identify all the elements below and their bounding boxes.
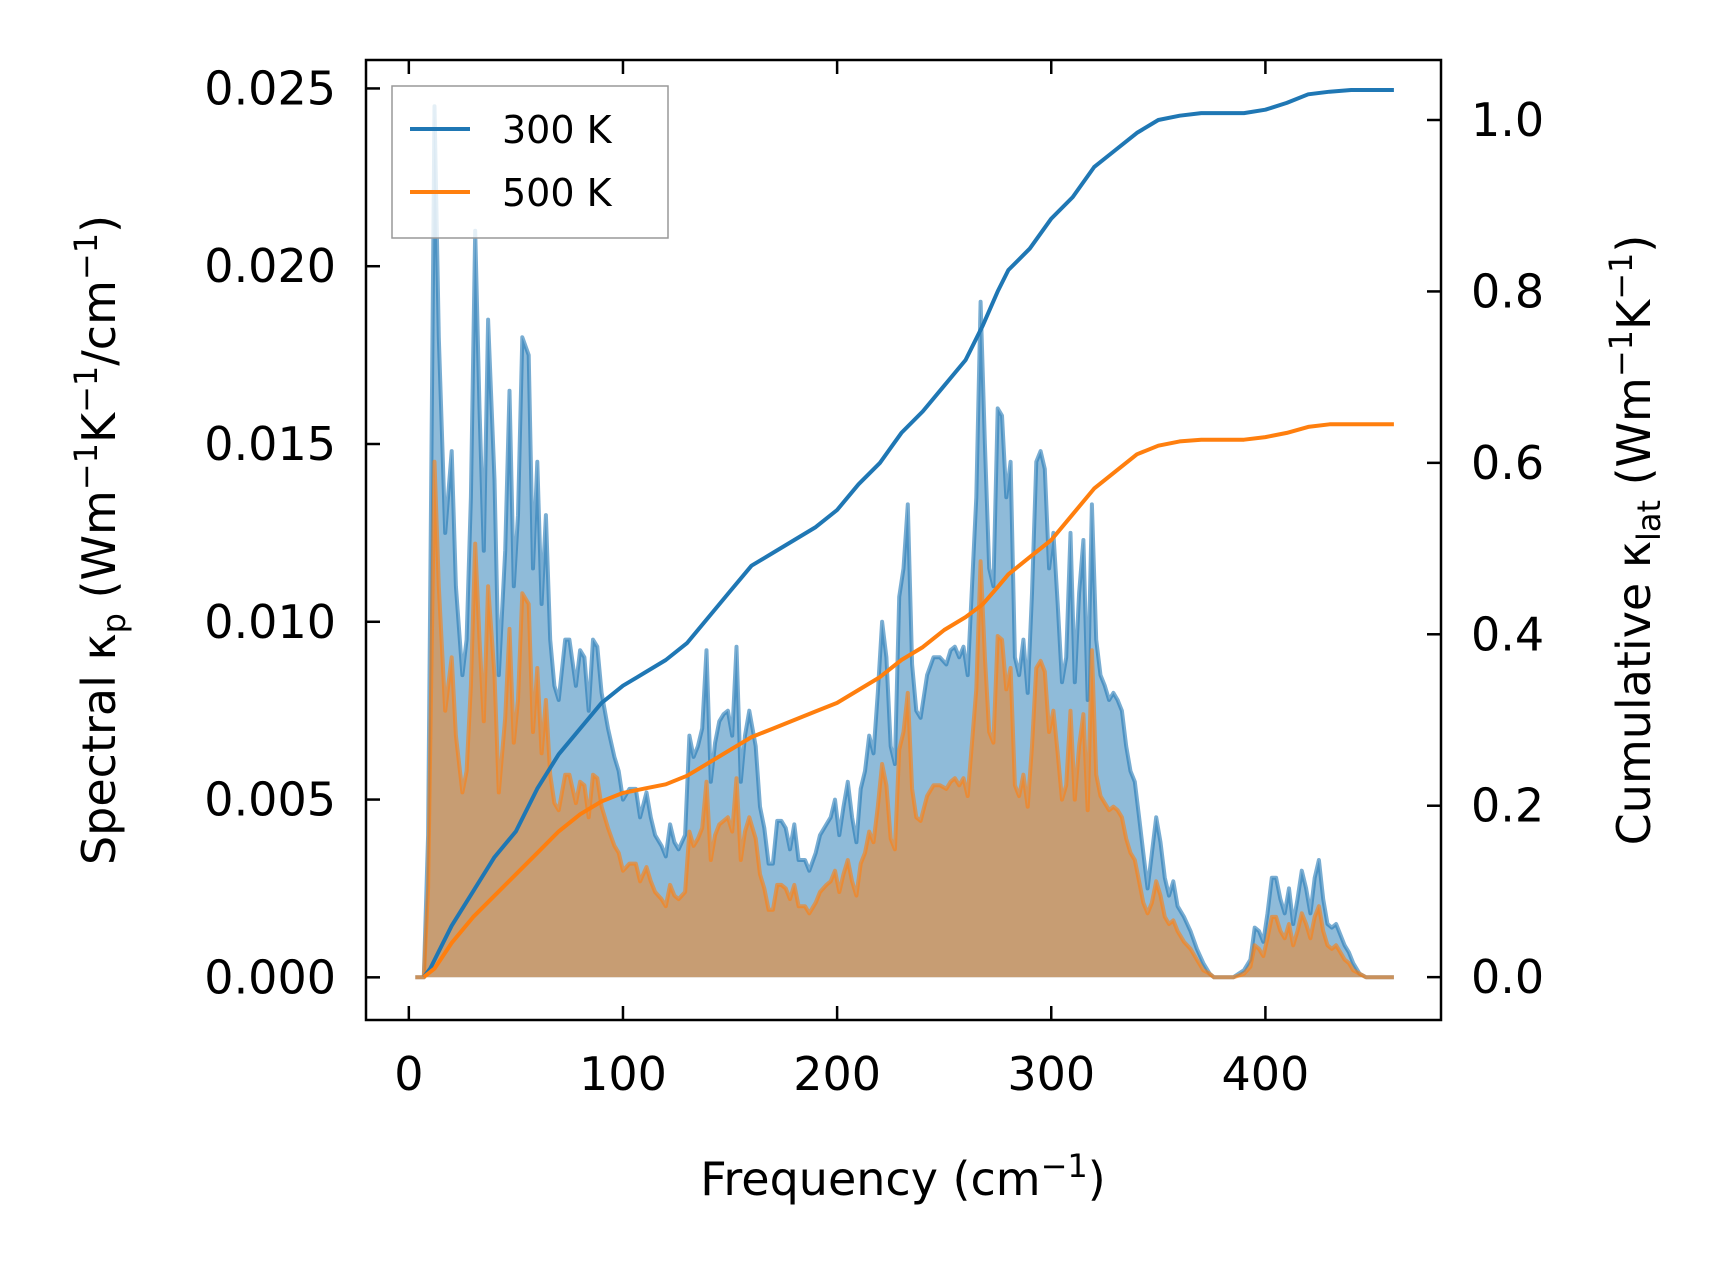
legend-box [391, 85, 669, 239]
x-tick-label: 100 [579, 1047, 667, 1101]
y-right-tick-label: 0.0 [1471, 950, 1544, 1004]
y-axis-right-label: Cumulative κlat (Wm−1K−1) [1602, 235, 1668, 846]
spectral-area-500k [415, 461, 1394, 978]
x-axis-label: Frequency (cm−1) [700, 1147, 1105, 1206]
y-right-tick-label: 1.0 [1471, 93, 1544, 147]
y-left-tick-label: 0.000 [204, 950, 336, 1004]
y-right-tick-label: 0.2 [1471, 779, 1544, 833]
x-axis: 0 100 200 300 400 [394, 60, 1309, 1101]
y-axis-right: 0.0 0.2 0.4 0.6 0.8 1.0 [1427, 93, 1544, 1004]
y-left-tick-label: 0.015 [204, 417, 336, 471]
y-axis-left-label: Spectral κp (Wm−1K−1/cm−1) [67, 215, 133, 865]
plot-frame [364, 58, 1443, 1022]
y-left-tick-label: 0.020 [204, 239, 336, 293]
cumulative-line-500k [422, 422, 1394, 979]
y-right-tick-label: 0.6 [1471, 436, 1544, 490]
spectral-line-300k [415, 104, 1394, 980]
legend: 300 K 500 K [391, 85, 669, 239]
cumulative-line-300k [422, 88, 1394, 979]
y-right-tick-label: 0.4 [1471, 607, 1544, 661]
y-left-tick-label: 0.005 [204, 773, 336, 827]
x-tick-label: 300 [1007, 1047, 1095, 1101]
legend-label-500k: 500 K [502, 171, 613, 215]
x-tick-label: 0 [394, 1047, 423, 1101]
x-tick-label: 400 [1221, 1047, 1309, 1101]
y-axis-left: 0.000 0.005 0.010 0.015 0.020 0.025 [204, 61, 380, 1004]
y-left-tick-label: 0.025 [204, 61, 336, 115]
y-left-tick-label: 0.010 [204, 595, 336, 649]
spectral-areas [415, 104, 1394, 980]
spectral-line-500k [415, 459, 1394, 980]
cumulative-lines [422, 88, 1394, 979]
y-right-tick-label: 0.8 [1471, 264, 1544, 318]
x-tick-label: 200 [793, 1047, 881, 1101]
legend-label-300k: 300 K [502, 108, 613, 152]
